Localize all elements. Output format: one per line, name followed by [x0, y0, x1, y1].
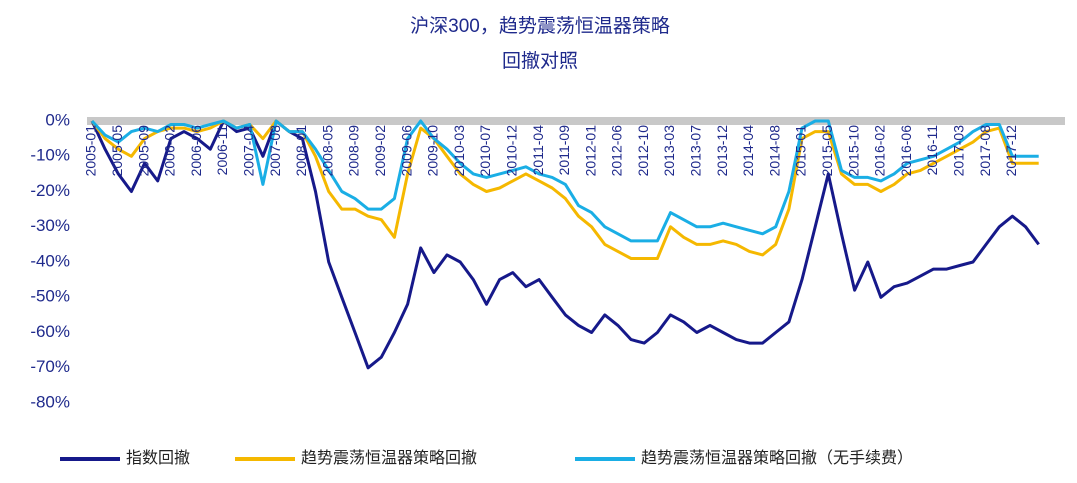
x-tick-label: 2012-01	[582, 125, 598, 177]
x-tick-label: 2016-11	[924, 125, 940, 176]
y-tick-label: 0%	[45, 110, 70, 129]
x-tick-label: 2009-02	[372, 125, 388, 177]
x-tick-label: 2006-06	[188, 125, 204, 177]
x-tick-label: 2013-07	[688, 125, 704, 177]
y-tick-label: -10%	[30, 146, 70, 165]
x-tick-label: 2010-12	[503, 125, 519, 177]
chart-title: 沪深300，趋势震荡恒温器策略	[410, 15, 670, 37]
x-tick-label: 2012-06	[609, 125, 625, 177]
y-tick-label: -70%	[30, 357, 70, 376]
x-tick-label: 2005-05	[109, 125, 125, 177]
x-tick-label: 2015-01	[793, 125, 809, 177]
x-tick-label: 2015-10	[845, 125, 861, 177]
x-tick-label: 2007-08	[267, 125, 283, 177]
x-tick-label: 2009-10	[425, 125, 441, 177]
legend-label: 趋势震荡恒温器策略回撤（无手续费）	[641, 449, 913, 467]
y-tick-label: -20%	[30, 181, 70, 200]
x-tick-label: 2013-12	[714, 125, 730, 177]
x-tick-label: 2015-05	[819, 125, 835, 177]
legend-label: 指数回撤	[126, 449, 190, 467]
x-tick-label: 2010-07	[477, 125, 493, 177]
x-tick-label: 2012-10	[635, 125, 651, 177]
x-tick-label: 2005-09	[135, 125, 151, 177]
x-tick-label: 2014-04	[740, 125, 756, 177]
x-tick-label: 2011-04	[530, 125, 546, 176]
x-tick-label: 2017-03	[951, 125, 967, 177]
legend-label: 趋势震荡恒温器策略回撤	[301, 449, 477, 467]
x-tick-label: 2010-03	[451, 125, 467, 177]
x-tick-label: 2013-03	[661, 125, 677, 177]
y-tick-label: -60%	[30, 322, 70, 341]
x-tick-label: 2014-08	[766, 125, 782, 177]
x-tick-label: 2008-09	[346, 125, 362, 177]
y-tick-label: -40%	[30, 251, 70, 270]
x-tick-label: 2008-05	[319, 125, 335, 177]
y-tick-label: -80%	[30, 392, 70, 411]
x-tick-label: 2008-01	[293, 125, 309, 177]
x-tick-label: 2006-11	[214, 125, 230, 176]
x-tick-label: 2009-06	[398, 125, 414, 177]
x-tick-label: 2017-08	[977, 125, 993, 177]
x-tick-label: 2006-02	[162, 125, 178, 177]
series-line	[90, 119, 1039, 243]
x-tick-label: 2011-09	[556, 125, 572, 176]
x-tick-label: 2017-12	[1003, 125, 1019, 177]
x-tick-label: 2005-01	[83, 125, 99, 177]
y-tick-label: -30%	[30, 216, 70, 235]
x-tick-label: 2016-06	[898, 125, 914, 177]
y-tick-label: -50%	[30, 287, 70, 306]
chart-title: 回撤对照	[502, 50, 578, 72]
x-tick-label: 2007-04	[240, 125, 256, 177]
x-tick-label: 2016-02	[872, 125, 888, 177]
